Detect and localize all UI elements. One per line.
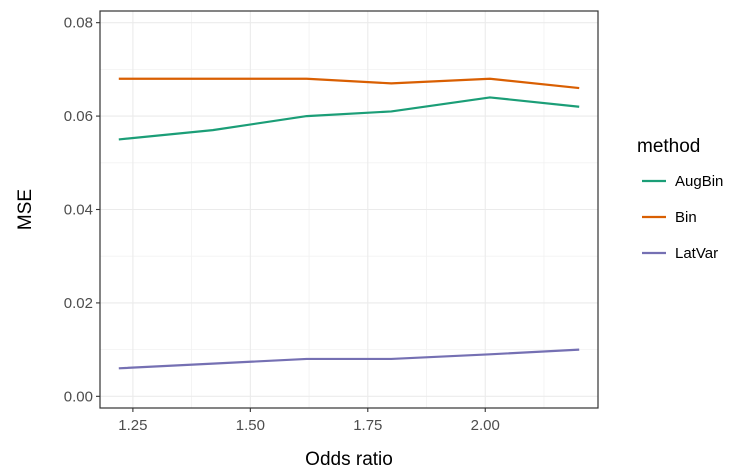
y-axis-title: MSE — [15, 189, 36, 230]
legend-label-augbin: AugBin — [675, 173, 723, 190]
x-tick-label: 1.75 — [353, 417, 382, 434]
axes: 0.00 0.02 0.04 0.06 0.08 1.25 1.50 1.75 2.00 — [64, 15, 500, 434]
series-lines — [118, 77, 580, 370]
y-tick-label: 0.08 — [64, 15, 93, 32]
x-tick-label: 1.50 — [236, 417, 265, 434]
legend-label-latvar: LatVar — [675, 245, 718, 262]
y-tick-label: 0.00 — [64, 388, 93, 405]
legend-label-bin: Bin — [675, 209, 697, 226]
legend-title: method — [637, 136, 700, 157]
y-tick-label: 0.06 — [64, 108, 93, 125]
x-tick-label: 2.00 — [471, 417, 500, 434]
x-tick-label: 1.25 — [118, 417, 147, 434]
grid — [100, 11, 598, 408]
y-tick-label: 0.04 — [64, 202, 93, 219]
series-line-augbin — [118, 96, 580, 141]
y-tick-label: 0.02 — [64, 295, 93, 312]
legend: method AugBin Bin LatVar — [637, 136, 723, 262]
x-axis-title: Odds ratio — [305, 449, 393, 470]
series-line-latvar — [118, 348, 580, 370]
series-line-bin — [118, 77, 580, 90]
